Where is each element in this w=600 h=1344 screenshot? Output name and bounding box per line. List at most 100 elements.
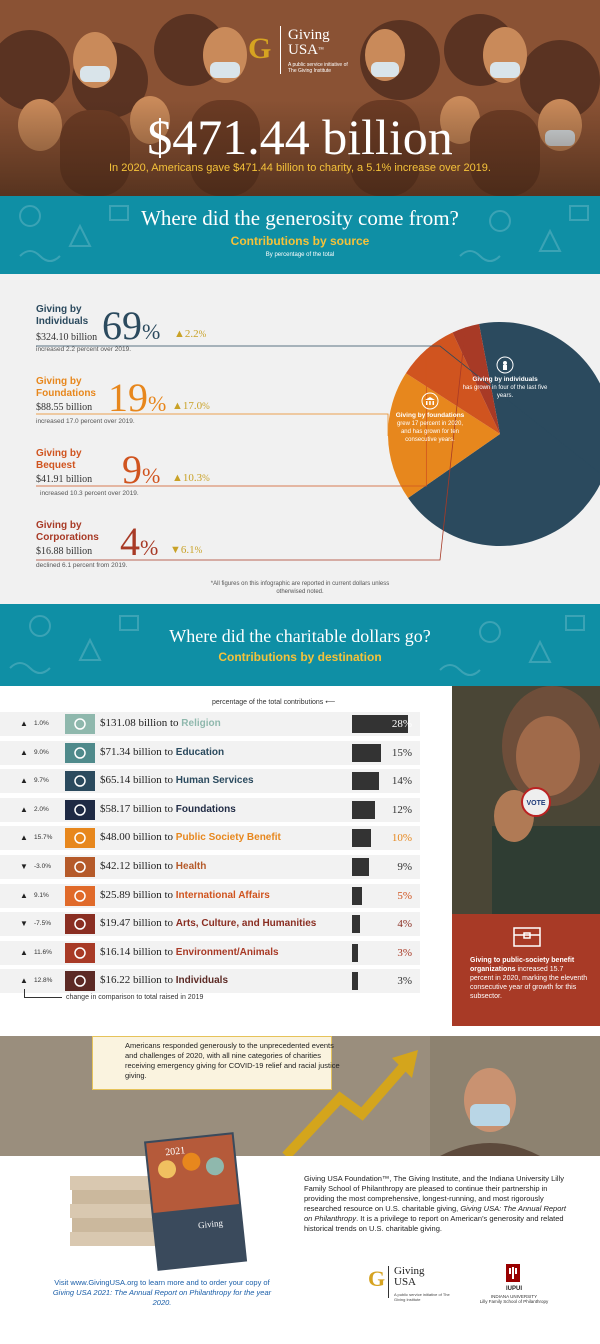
- source-percent: 9%: [122, 447, 161, 492]
- footer-bracket: [24, 989, 25, 997]
- globe-icon: [65, 885, 95, 906]
- source-name: Giving by Individuals: [36, 304, 89, 327]
- row-amount: $16.14 billion to Environment/Animals: [100, 945, 279, 958]
- giving-usa-footer-logo[interactable]: G Giving USA A public service initiative …: [368, 1264, 458, 1304]
- arrow-up-icon: ▲: [20, 890, 28, 900]
- logo-name: Giving USA™: [288, 28, 330, 58]
- footer-section: 2021 Giving Giving USA Foundation™, The …: [0, 1132, 600, 1344]
- narrative-box: Americans responded generously to the un…: [92, 1036, 340, 1090]
- row-bar: [352, 858, 370, 876]
- arrow-up-icon: ▲: [174, 328, 185, 340]
- destination-row: ▲ 2.0% $58.17 billion to Foundations 12%: [0, 797, 420, 822]
- logo-tm: ™: [318, 47, 324, 53]
- arrow-up-icon: ▲: [172, 400, 183, 412]
- row-category: Individuals: [175, 975, 229, 987]
- destinations-header: percentage of the total contributions ⟵: [212, 699, 336, 706]
- building-icon: [65, 799, 95, 820]
- woman-with-vote-pin-image: VOTE: [452, 686, 600, 914]
- row-percent: 15%: [391, 746, 412, 759]
- destinations-footer: change in comparison to total raised in …: [66, 994, 204, 1001]
- pie-slice-1: [408, 322, 600, 546]
- visit-text[interactable]: Visit www.GivingUSA.org to learn more an…: [52, 1278, 272, 1307]
- hero-banner: G Giving USA™ A public service initiativ…: [0, 0, 600, 196]
- arrow-left-icon: ⟵: [325, 699, 336, 706]
- pie-leader-line: [36, 413, 389, 436]
- hero-shade: [0, 100, 600, 196]
- narrative-text: Americans responded generously to the un…: [125, 1041, 340, 1080]
- people-circle-icon: [496, 356, 514, 374]
- row-amount: $71.34 billion to Education: [100, 745, 225, 758]
- arrow-up-icon: ▲: [20, 747, 28, 757]
- source-amount: $88.55 billion: [36, 402, 93, 413]
- source-change: ▼6.1%: [170, 544, 203, 556]
- iu-subtitle: INDIANA UNIVERSITY Lilly Family School of…: [479, 1294, 549, 1304]
- iupui-logo[interactable]: IUPUI INDIANA UNIVERSITY Lilly Family Sch…: [474, 1264, 554, 1308]
- pie-slice-4: [452, 323, 500, 434]
- row-amount: $19.47 billion to Arts, Culture, and Hum…: [100, 917, 317, 930]
- destination-row: ▲ 12.8% $16.22 billion to Individuals 3%: [0, 969, 420, 994]
- destination-row: ▼ -7.5% $19.47 billion to Arts, Culture, a…: [0, 912, 420, 937]
- arrow-up-icon: ▲: [20, 804, 28, 814]
- arrow-down-icon: ▼: [20, 862, 28, 871]
- row-change: 2.0%: [34, 805, 49, 813]
- palette-icon: [65, 914, 95, 935]
- people-icon: [65, 971, 95, 992]
- chest-icon: [65, 828, 95, 849]
- destination-row: ▲ 9.0% $71.34 billion to Education 15%: [0, 740, 420, 765]
- narrative-section: Americans responded generously to the un…: [0, 1036, 600, 1156]
- arrow-up-icon: ▲: [20, 947, 28, 957]
- destination-row: ▲ 1.0% $131.08 billion to Religion 28%: [0, 712, 420, 736]
- row-category: Human Services: [175, 775, 254, 787]
- chest-icon: [513, 927, 541, 947]
- building-circle-icon: [421, 392, 439, 410]
- arrow-up-icon: ▲: [172, 472, 183, 484]
- logo-name: Giving USA: [394, 1265, 425, 1288]
- pie-leader-line: [36, 327, 466, 561]
- logo-divider: [280, 26, 281, 74]
- destination-row: ▲ 11.6% $16.14 billion to Environment/Anim…: [0, 940, 420, 965]
- row-amount: $16.22 billion to Individuals: [100, 974, 229, 987]
- row-amount: $42.12 billion to Health: [100, 860, 207, 872]
- row-category: Health: [175, 861, 207, 872]
- leaf-icon: [65, 942, 95, 963]
- logo-mark: G: [368, 1266, 386, 1291]
- giving-usa-logo[interactable]: G Giving USA™ A public service initiativ…: [248, 22, 352, 78]
- row-category: Education: [175, 746, 225, 758]
- public-society-callout: Giving to public-society benefit organiz…: [452, 914, 600, 1026]
- destination-row: ▲ 9.1% $25.89 billion to International Aff…: [0, 883, 420, 908]
- sources-note: By percentage of the total: [265, 252, 335, 258]
- row-percent: 14%: [391, 775, 412, 788]
- footnote: *All figures on this infographic are rep…: [210, 581, 390, 595]
- row-amount: $131.08 billion to Religion: [100, 717, 221, 729]
- row-bar: [352, 743, 381, 762]
- medical-cross-icon: [65, 857, 95, 877]
- row-category: International Affairs: [175, 889, 270, 901]
- row-amount: $48.00 billion to Public Society Benefit: [100, 831, 281, 844]
- doodle-pattern: [9, 615, 585, 676]
- source-percent: 69%: [102, 303, 161, 348]
- logo-mark: G: [248, 32, 272, 65]
- row-percent: 10%: [391, 832, 412, 845]
- pie-leader-line: [36, 349, 427, 487]
- row-bar: [352, 772, 379, 791]
- arrow-up-icon: ▲: [20, 833, 28, 843]
- pie-note-text: has grown in four of the last five years…: [462, 385, 548, 399]
- source-bequest: Giving by Bequest $41.91 billion 9% ▲10.…: [36, 448, 416, 498]
- source-amount: $324.10 billion: [36, 332, 98, 343]
- destination-banner: Where did the charitable dollars go? Con…: [0, 604, 600, 686]
- graduation-cap-icon: [65, 742, 95, 763]
- pie-leader-line: [36, 345, 600, 474]
- pie-chart: [36, 322, 600, 561]
- destination-subtitle: Contributions by destination: [218, 650, 382, 664]
- pie-slice-3: [405, 332, 500, 434]
- source-desc: increased 17.0 percent over 2019.: [36, 418, 135, 425]
- row-amount: $25.89 billion to International Affairs: [100, 888, 270, 901]
- logo-name-1: Giving: [288, 27, 330, 43]
- row-change: 9.1%: [34, 891, 49, 899]
- pie-note-title: Giving by foundations: [395, 412, 465, 419]
- destination-row: ▼ -3.0% $42.12 billion to Health 9%: [0, 855, 420, 879]
- row-bar: [352, 886, 362, 905]
- sources-banner: Where did the generosity come from? Cont…: [0, 196, 600, 274]
- row-category: Arts, Culture, and Humanities: [175, 918, 317, 930]
- row-percent: 12%: [391, 803, 412, 816]
